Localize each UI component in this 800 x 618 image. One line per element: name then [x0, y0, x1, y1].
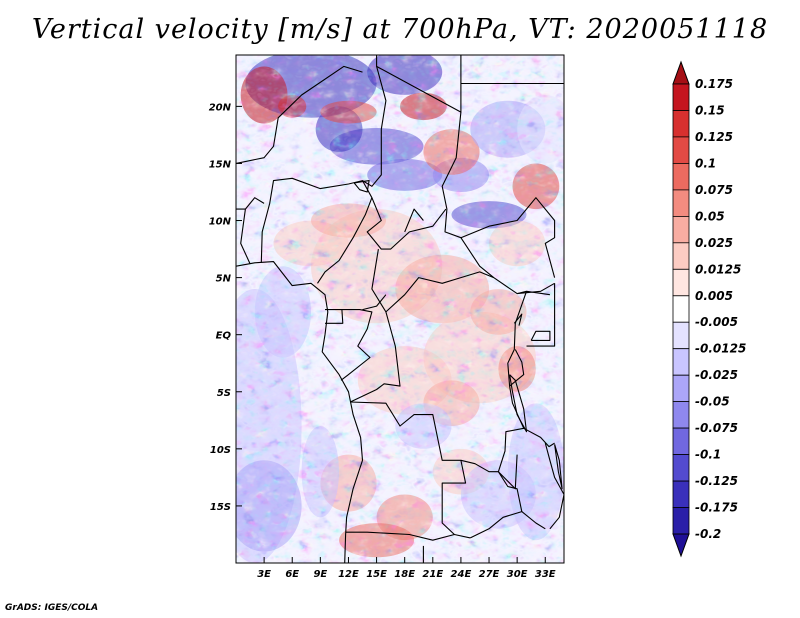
colorbar-swatch [672, 136, 690, 164]
lat-tick-label: 20N [209, 102, 232, 113]
axis-ticks: 3E 6E 9E 12E 15E 18E 21E 24E 27E 30E 33E 20N 15N 10N 5… [209, 102, 556, 580]
colorbar-label: -0.125 [695, 474, 738, 488]
border-line [513, 313, 523, 326]
border-line [509, 374, 528, 433]
border-line [554, 444, 563, 490]
border-line [526, 283, 556, 347]
colorbar-swatch [672, 83, 690, 111]
border-line [353, 180, 370, 193]
colorbar-swatch [672, 242, 690, 270]
border-line [523, 427, 555, 448]
border-line [517, 282, 555, 295]
map-panel [236, 55, 564, 563]
lon-tick-label: 21E [422, 569, 443, 580]
grads-credit: GrADS: IGES/COLA [5, 603, 99, 613]
colorbar-label: 0.005 [695, 289, 733, 303]
lat-tick-label: 15N [209, 159, 232, 170]
colorbar-label: 0.1 [695, 156, 716, 170]
border-line [366, 197, 447, 250]
colorbar-label: -0.075 [695, 421, 738, 435]
border-line [350, 311, 401, 403]
colorbar-swatch [672, 295, 690, 323]
lat-tick-label: 5N [216, 274, 232, 285]
colorbar-arrow-top [672, 60, 690, 85]
colorbar-label: 0.15 [695, 104, 725, 118]
colorbar-label: 0.075 [695, 183, 733, 197]
colorbar-label: 0.05 [695, 209, 725, 223]
lon-tick-label: 33E [535, 569, 556, 580]
colorbar-label: 0.0125 [695, 262, 741, 276]
border-line [509, 349, 525, 387]
lon-tick-label: 9E [313, 569, 327, 580]
colorbar-label: 0.175 [695, 77, 733, 91]
border-line [345, 531, 471, 541]
colorbar-swatch [672, 507, 690, 535]
country-borders [236, 55, 564, 563]
map-frame [235, 54, 565, 564]
border-line [340, 309, 373, 381]
colorbar-swatch [672, 348, 690, 376]
colorbar-swatch [672, 162, 690, 191]
colorbar-label: -0.1 [695, 448, 721, 462]
colorbar-label: 0.125 [695, 130, 733, 144]
lon-tick-label: 6E [285, 569, 299, 580]
colorbar-label: -0.2 [695, 527, 721, 541]
colorbar-label: -0.0125 [695, 342, 746, 356]
lon-tick-label: 3E [257, 569, 271, 580]
border-line [325, 309, 344, 324]
colorbar-label: -0.025 [695, 368, 738, 382]
colorbar-swatch [672, 268, 690, 297]
velocity-noise [236, 55, 564, 563]
lat-tick-label: 15S [210, 502, 231, 513]
border-line [244, 197, 265, 210]
colorbar-swatch [672, 110, 690, 138]
colorbar-label: 0.025 [695, 236, 733, 250]
lat-tick-label: 5S [217, 388, 231, 399]
lon-tick-label: 30E [507, 569, 528, 580]
colorbar-swatch [672, 321, 690, 350]
border-line [530, 330, 551, 341]
border-line [404, 208, 424, 233]
colorbar-label: -0.175 [695, 501, 738, 515]
lon-tick-label: 12E [338, 569, 359, 580]
chart-title: Vertical velocity [m/s] at 700hPa, VT: 2… [31, 14, 769, 45]
border-line [362, 66, 387, 187]
colorbar-label: -0.005 [695, 315, 738, 329]
colorbar-label: -0.05 [695, 395, 730, 409]
colorbar-swatch [672, 189, 690, 217]
border-line [362, 294, 387, 311]
lat-tick-label: 10S [210, 445, 231, 456]
border-line [236, 261, 364, 563]
border-line [460, 197, 556, 278]
border-line [498, 454, 518, 490]
lon-tick-label: 18E [394, 569, 415, 580]
border-line [236, 208, 251, 265]
colorbar-arrow-bottom [672, 533, 690, 558]
border-line [350, 401, 467, 535]
colorbar-swatch [672, 401, 690, 429]
border-line [497, 291, 528, 472]
border-line [236, 65, 363, 164]
lat-tick-label: 10N [209, 217, 232, 228]
border-line [470, 511, 546, 539]
lon-tick-label: 15E [366, 569, 387, 580]
lon-tick-label: 24E [451, 569, 472, 580]
colorbar-swatch [672, 374, 690, 403]
border-line [371, 249, 494, 313]
lon-tick-label: 27E [479, 569, 500, 580]
colorbar-swatch [672, 480, 690, 509]
border-line [544, 442, 564, 530]
lat-tick-label: EQ [216, 331, 232, 342]
colorbar: 0.175 0.15 0.125 0.1 0.075 0.05 0.025 0.0125 0.0… [672, 60, 746, 558]
colorbar-swatch [672, 215, 690, 244]
colorbar-swatch [672, 427, 690, 456]
colorbar-swatch [672, 454, 690, 482]
